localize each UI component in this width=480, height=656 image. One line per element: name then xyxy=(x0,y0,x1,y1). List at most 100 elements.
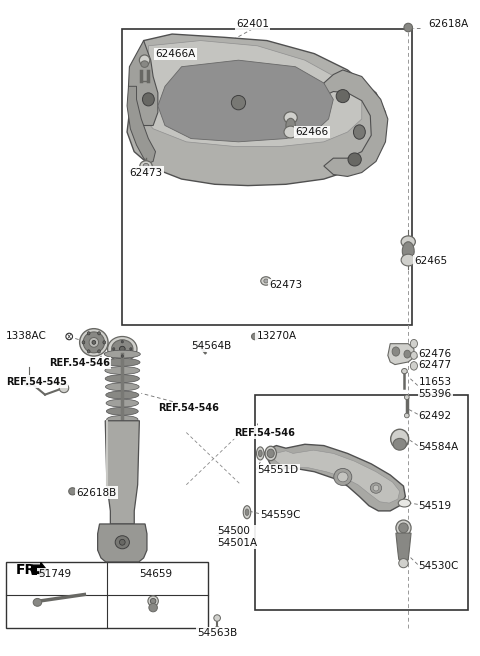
Ellipse shape xyxy=(82,340,85,344)
Text: 54584A: 54584A xyxy=(419,442,459,452)
Ellipse shape xyxy=(105,358,140,366)
FancyArrow shape xyxy=(32,562,47,577)
Ellipse shape xyxy=(405,413,409,418)
Text: 62465: 62465 xyxy=(414,256,447,266)
Ellipse shape xyxy=(112,340,133,358)
Ellipse shape xyxy=(236,526,243,538)
Ellipse shape xyxy=(231,96,246,110)
Ellipse shape xyxy=(130,348,132,350)
Ellipse shape xyxy=(284,112,297,123)
Ellipse shape xyxy=(399,559,408,567)
Ellipse shape xyxy=(150,598,156,604)
Ellipse shape xyxy=(396,520,411,536)
Text: 11653
55396: 11653 55396 xyxy=(419,377,452,399)
Ellipse shape xyxy=(337,472,348,482)
Ellipse shape xyxy=(104,350,140,358)
Text: 62466A: 62466A xyxy=(156,49,196,58)
Ellipse shape xyxy=(121,340,123,343)
Ellipse shape xyxy=(373,485,379,491)
Ellipse shape xyxy=(243,506,251,519)
Ellipse shape xyxy=(24,377,34,386)
Ellipse shape xyxy=(92,340,96,344)
Ellipse shape xyxy=(148,596,158,606)
Ellipse shape xyxy=(121,355,123,358)
Ellipse shape xyxy=(87,332,90,335)
Ellipse shape xyxy=(392,347,400,356)
Polygon shape xyxy=(139,41,362,146)
Ellipse shape xyxy=(215,626,219,630)
Text: 62466: 62466 xyxy=(295,127,328,137)
Ellipse shape xyxy=(410,339,418,348)
Text: 62618B: 62618B xyxy=(76,487,117,498)
Ellipse shape xyxy=(252,333,259,340)
Ellipse shape xyxy=(348,153,361,166)
Text: REF.54-545: REF.54-545 xyxy=(6,377,67,386)
Ellipse shape xyxy=(97,332,100,335)
Polygon shape xyxy=(324,70,388,176)
Ellipse shape xyxy=(66,333,72,340)
Ellipse shape xyxy=(97,350,100,353)
Ellipse shape xyxy=(115,536,130,549)
Polygon shape xyxy=(129,41,158,125)
Ellipse shape xyxy=(410,361,418,370)
Ellipse shape xyxy=(106,400,139,407)
Ellipse shape xyxy=(214,615,220,621)
Text: 54530C: 54530C xyxy=(419,561,459,571)
Ellipse shape xyxy=(120,539,125,545)
Text: 54559C: 54559C xyxy=(260,510,300,520)
Ellipse shape xyxy=(141,61,148,68)
Polygon shape xyxy=(158,60,333,142)
Text: 54564B: 54564B xyxy=(191,341,231,352)
Ellipse shape xyxy=(139,55,150,66)
Ellipse shape xyxy=(87,350,90,353)
Ellipse shape xyxy=(69,487,76,495)
Ellipse shape xyxy=(120,346,125,352)
Text: FR.: FR. xyxy=(16,563,41,577)
Text: 54519: 54519 xyxy=(419,501,452,510)
Polygon shape xyxy=(105,420,139,524)
Ellipse shape xyxy=(80,329,108,356)
Ellipse shape xyxy=(405,395,409,400)
Ellipse shape xyxy=(258,450,262,457)
Ellipse shape xyxy=(256,447,264,460)
Ellipse shape xyxy=(106,391,139,399)
Ellipse shape xyxy=(398,499,410,507)
Ellipse shape xyxy=(245,509,249,516)
Ellipse shape xyxy=(404,350,410,358)
Polygon shape xyxy=(275,450,400,503)
Polygon shape xyxy=(127,87,156,163)
Ellipse shape xyxy=(402,242,414,260)
Bar xyxy=(122,29,411,325)
Text: 13270A: 13270A xyxy=(256,331,297,342)
Text: 62473: 62473 xyxy=(130,167,163,178)
Text: 54659: 54659 xyxy=(139,569,172,579)
Text: REF.54-546: REF.54-546 xyxy=(49,358,110,368)
Ellipse shape xyxy=(108,337,137,361)
Ellipse shape xyxy=(149,604,157,612)
Ellipse shape xyxy=(391,429,408,449)
Ellipse shape xyxy=(195,340,200,345)
Ellipse shape xyxy=(107,415,138,423)
Ellipse shape xyxy=(113,348,115,350)
Ellipse shape xyxy=(264,279,268,283)
Ellipse shape xyxy=(143,93,154,106)
Ellipse shape xyxy=(33,598,42,606)
Text: 62401: 62401 xyxy=(236,18,269,29)
Text: 51749: 51749 xyxy=(38,569,72,579)
Ellipse shape xyxy=(401,236,415,248)
Ellipse shape xyxy=(336,90,349,102)
Ellipse shape xyxy=(402,369,408,374)
Text: 54551D: 54551D xyxy=(257,465,299,476)
Ellipse shape xyxy=(267,449,274,458)
Ellipse shape xyxy=(59,384,69,393)
Text: REF.54-546: REF.54-546 xyxy=(158,403,219,413)
Ellipse shape xyxy=(143,163,149,169)
Polygon shape xyxy=(388,344,414,365)
Ellipse shape xyxy=(410,352,417,359)
Ellipse shape xyxy=(106,383,139,391)
Text: 62473: 62473 xyxy=(269,280,302,290)
Ellipse shape xyxy=(105,375,139,382)
Text: 54563B: 54563B xyxy=(197,628,237,638)
Ellipse shape xyxy=(83,332,105,353)
Ellipse shape xyxy=(105,367,140,375)
